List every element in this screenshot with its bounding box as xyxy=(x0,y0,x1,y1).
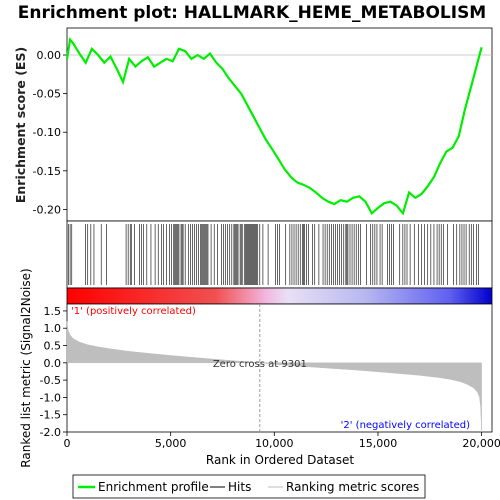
metric-y-tick-label: -2.0 xyxy=(40,426,61,439)
es-y-tick-label: -0.20 xyxy=(33,203,61,216)
es-y-tick-label: -0.05 xyxy=(33,88,61,101)
es-panel-frame xyxy=(66,27,493,222)
hits-panel xyxy=(66,220,493,289)
metric-y-tick-label: -1.0 xyxy=(40,391,61,404)
legend: Enrichment profile Hits Ranking metric s… xyxy=(72,474,426,499)
metric-y-tick-label: 1.0 xyxy=(44,322,62,335)
legend-metric-label: Ranking metric scores xyxy=(286,480,419,494)
es-panel: 0.00 -0.05 -0.10 -0.15 -0.20 Enrichment scor… xyxy=(13,27,493,222)
es-y-tick-label: -0.10 xyxy=(33,126,61,139)
metric-y-label: Ranked list metric (Signal2Noise) xyxy=(19,268,33,467)
zero-cross-label: Zero cross at 9301 xyxy=(213,359,307,370)
ranking-metric-area xyxy=(66,321,482,433)
ranked-metric-panel: 1.5 1.0 0.5 0.0 -0.5 -1.0 -1.5 -2.0 Zero cross … xyxy=(19,268,493,468)
x-axis-ticks: 0 5,000 10,000 15,000 20,000 xyxy=(64,432,500,450)
metric-y-ticks: 1.5 1.0 0.5 0.0 -0.5 -1.0 -1.5 -2.0 xyxy=(40,305,67,439)
metric-y-tick-label: -1.5 xyxy=(40,409,61,422)
es-y-label: Enrichment score (ES) xyxy=(13,47,28,203)
metric-y-tick-label: 1.5 xyxy=(44,305,62,318)
x-tick-label: 15,000 xyxy=(359,437,398,450)
x-axis-label: Rank in Ordered Dataset xyxy=(206,453,354,467)
legend-enrichment-label: Enrichment profile xyxy=(98,480,209,494)
x-tick-label: 0 xyxy=(64,437,71,450)
x-tick-label: 20,000 xyxy=(462,437,500,450)
rank-color-bar xyxy=(66,287,493,305)
metric-y-tick-label: 0.5 xyxy=(44,340,62,353)
hit-markers xyxy=(68,224,479,285)
positive-correlated-label: '1' (positively correlated) xyxy=(71,306,196,317)
es-y-ticks: 0.00 -0.05 -0.10 -0.15 -0.20 xyxy=(33,49,67,216)
es-y-tick-label: 0.00 xyxy=(37,49,62,62)
metric-y-tick-label: -0.5 xyxy=(40,374,61,387)
es-y-tick-label: -0.15 xyxy=(33,165,61,178)
negative-correlated-label: '2' (negatively correlated) xyxy=(341,420,470,431)
ranked-metric-frame xyxy=(66,303,493,433)
chart-title: Enrichment plot: HALLMARK_HEME_METABOLIS… xyxy=(18,3,486,23)
x-tick-label: 10,000 xyxy=(255,437,294,450)
metric-y-tick-label: 0.0 xyxy=(44,357,62,370)
legend-frame xyxy=(72,474,426,499)
enrichment-profile-line xyxy=(65,37,483,216)
x-tick-label: 5,000 xyxy=(155,437,187,450)
legend-hits-label: Hits xyxy=(228,480,251,494)
